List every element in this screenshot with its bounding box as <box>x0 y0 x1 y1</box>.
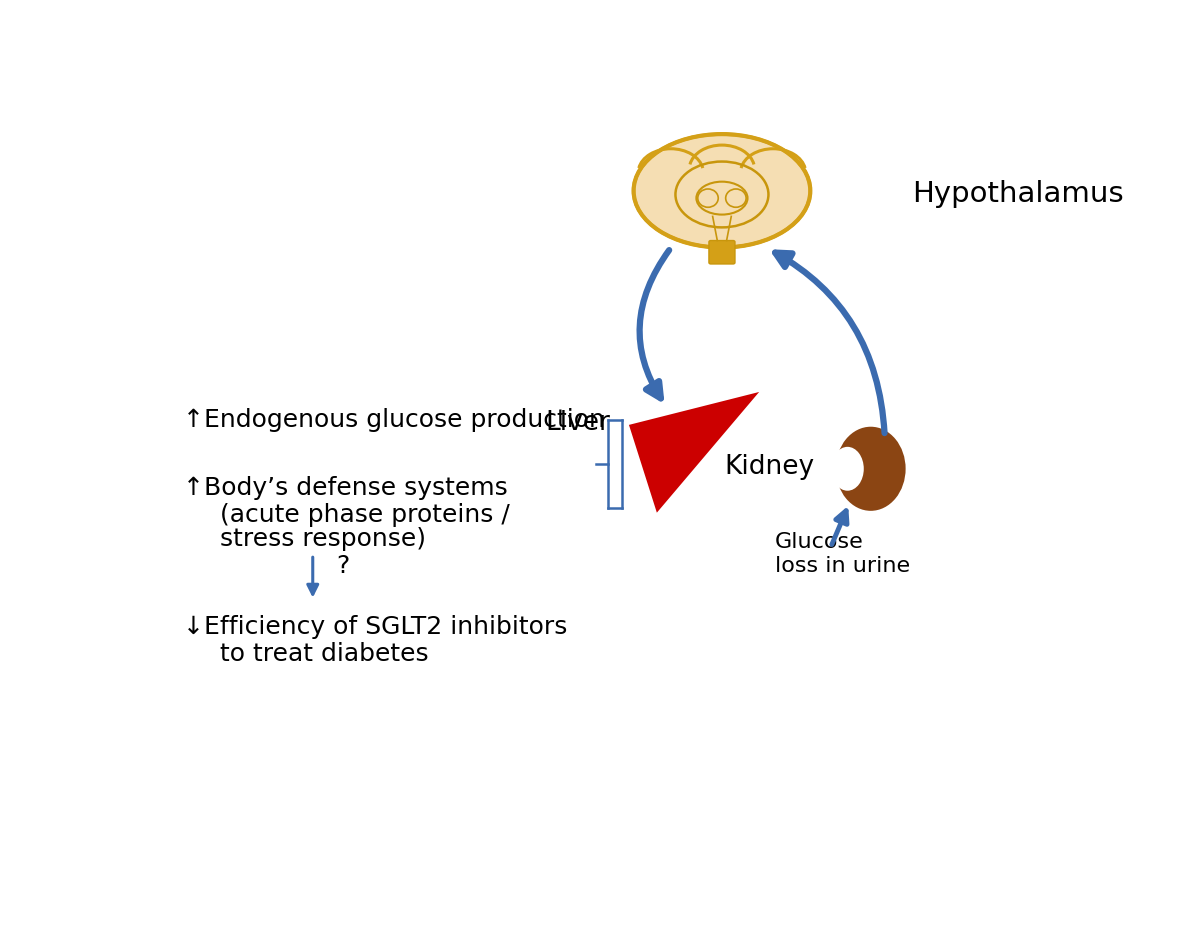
FancyArrowPatch shape <box>307 557 318 595</box>
Ellipse shape <box>832 446 864 491</box>
Text: Hypothalamus: Hypothalamus <box>912 180 1124 208</box>
Text: (acute phase proteins /: (acute phase proteins / <box>220 504 510 527</box>
Text: ↓Efficiency of SGLT2 inhibitors: ↓Efficiency of SGLT2 inhibitors <box>182 615 566 639</box>
Text: Glucose
loss in urine: Glucose loss in urine <box>775 532 910 576</box>
Text: Kidney: Kidney <box>725 453 815 480</box>
FancyArrowPatch shape <box>640 250 670 398</box>
Text: ?: ? <box>336 554 349 578</box>
FancyBboxPatch shape <box>709 240 734 264</box>
Polygon shape <box>629 392 760 513</box>
Text: to treat diabetes: to treat diabetes <box>220 642 428 666</box>
Text: stress response): stress response) <box>220 527 426 551</box>
FancyArrowPatch shape <box>775 253 884 433</box>
Ellipse shape <box>634 134 810 248</box>
Text: ↑Body’s defense systems: ↑Body’s defense systems <box>182 476 508 500</box>
Text: Liver: Liver <box>546 409 611 436</box>
Ellipse shape <box>836 427 906 511</box>
Text: ↑Endogenous glucose production: ↑Endogenous glucose production <box>182 408 605 431</box>
FancyArrowPatch shape <box>832 511 847 544</box>
